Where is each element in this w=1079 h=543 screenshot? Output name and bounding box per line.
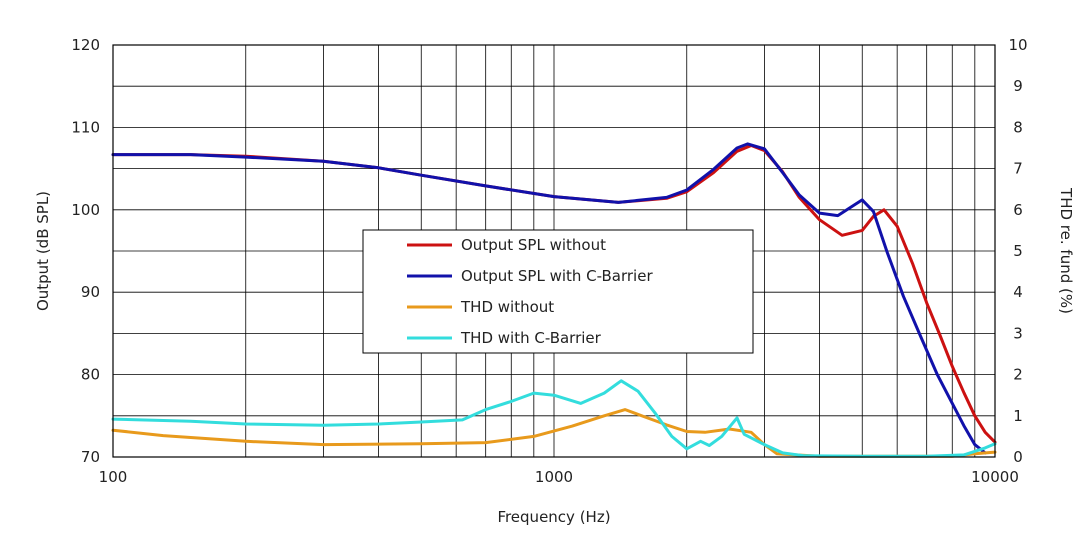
series-line	[111, 379, 997, 458]
legend-entry: Output SPL without	[461, 236, 606, 254]
legend: Output SPL without Output SPL with C-Barr…	[362, 229, 754, 354]
x-tick-label: 100	[99, 468, 128, 486]
y2-tick-label: 3	[1013, 324, 1023, 342]
y2-tick-label: 8	[1013, 118, 1023, 136]
legend-entry: Output SPL with C-Barrier	[461, 267, 653, 285]
y2-tick-label: 2	[1013, 366, 1023, 384]
series-layer	[111, 142, 997, 458]
y-tick-label: 80	[81, 366, 100, 384]
x-tick-label: 10000	[971, 468, 1019, 486]
legend-entry: THD without	[460, 298, 554, 316]
y-tick-label: 100	[71, 201, 100, 219]
y-tick-label: 70	[81, 448, 100, 466]
y2-tick-label: 10	[1008, 36, 1027, 54]
y-tick-label: 120	[71, 36, 100, 54]
x-axis-label: Frequency (Hz)	[497, 508, 610, 526]
x-tick-label: 1000	[535, 468, 573, 486]
legend-box	[362, 229, 754, 354]
y-tick-label: 110	[71, 118, 100, 136]
y-tick-label: 90	[81, 283, 100, 301]
y2-tick-label: 6	[1013, 201, 1023, 219]
y2-axis-label: THD re. fund (%)	[1057, 187, 1075, 314]
legend-entry: THD with C-Barrier	[460, 329, 602, 347]
y2-tick-label: 1	[1013, 407, 1023, 425]
series-line	[111, 142, 987, 455]
y2-tick-label: 9	[1013, 77, 1023, 95]
tick-labels: 100 1000 10000 70 80 90 100 110 120 0 1 2 3 4 5 6 7 8 9 10	[71, 36, 1027, 486]
plot-frame	[112, 44, 996, 458]
y2-tick-label: 5	[1013, 242, 1023, 260]
y2-tick-label: 0	[1013, 448, 1023, 466]
y-axis-label: Output (dB SPL)	[34, 191, 52, 311]
y2-tick-label: 7	[1013, 160, 1023, 178]
y2-tick-label: 4	[1013, 283, 1023, 301]
